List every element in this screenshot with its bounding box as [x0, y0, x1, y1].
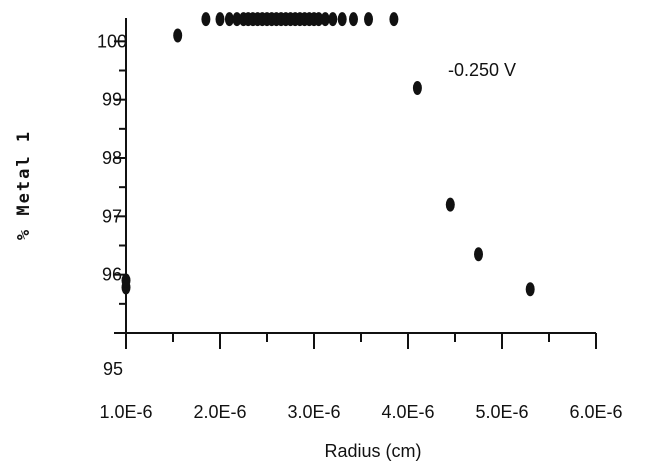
x-tick-label: 4.0E-6: [381, 402, 434, 422]
data-point: [412, 81, 422, 95]
y-tick-label: 96: [102, 265, 122, 285]
x-tick-label: 2.0E-6: [193, 402, 246, 422]
y-tick-label: 99: [102, 90, 122, 110]
y-axis-label: % Metal 1: [14, 130, 34, 240]
data-point: [474, 247, 483, 262]
x-tick-label: 6.0E-6: [569, 402, 622, 422]
data-point: [348, 12, 358, 27]
y-tick-label: 100: [97, 31, 127, 51]
data-point: [445, 197, 455, 212]
plot-area: 1.0E-6 2.0E-6 3.0E-6 4.0E-6 5.0E-6 6.0E-6 95 96…: [97, 12, 623, 422]
data-point: [389, 12, 399, 27]
data-point: [328, 12, 338, 27]
annotation-voltage: -0.250 V: [448, 60, 516, 80]
data-point: [337, 12, 347, 27]
y-tick-label: 97: [102, 206, 122, 226]
x-tick-label: 5.0E-6: [475, 402, 528, 422]
data-point: [364, 12, 374, 27]
x-axis-label: Radius (cm): [324, 441, 421, 461]
data-point: [314, 12, 324, 27]
data-point: [525, 282, 535, 297]
data-point: [121, 273, 131, 288]
x-tick-label: 1.0E-6: [99, 402, 152, 422]
y-tick-label: 98: [102, 148, 122, 168]
data-point: [232, 12, 242, 27]
data-point: [201, 12, 211, 27]
data-point: [173, 28, 183, 43]
y-tick-label: 95: [103, 359, 123, 379]
data-point: [215, 12, 225, 27]
data-point: [224, 12, 234, 27]
x-tick-label: 3.0E-6: [287, 402, 340, 422]
data-point: [320, 12, 330, 27]
